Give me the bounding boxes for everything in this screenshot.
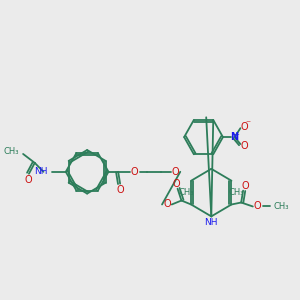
Text: O: O [241,122,248,132]
Text: O: O [172,167,179,177]
Text: CH₃: CH₃ [273,202,289,211]
Text: N: N [230,132,238,142]
Text: NH: NH [34,167,47,176]
Text: O: O [173,179,180,189]
Text: O: O [24,175,32,185]
Text: O: O [131,167,139,177]
Text: O: O [116,184,124,195]
Text: O: O [241,141,248,151]
Text: O: O [241,181,249,191]
Text: +: + [234,132,239,138]
Text: NH: NH [205,218,218,227]
Text: CH₃: CH₃ [229,188,244,196]
Text: O: O [163,200,171,209]
Text: CH₃: CH₃ [4,148,19,157]
Text: O: O [254,202,262,212]
Text: CH₃: CH₃ [178,188,194,196]
Text: ⁻: ⁻ [246,119,251,129]
